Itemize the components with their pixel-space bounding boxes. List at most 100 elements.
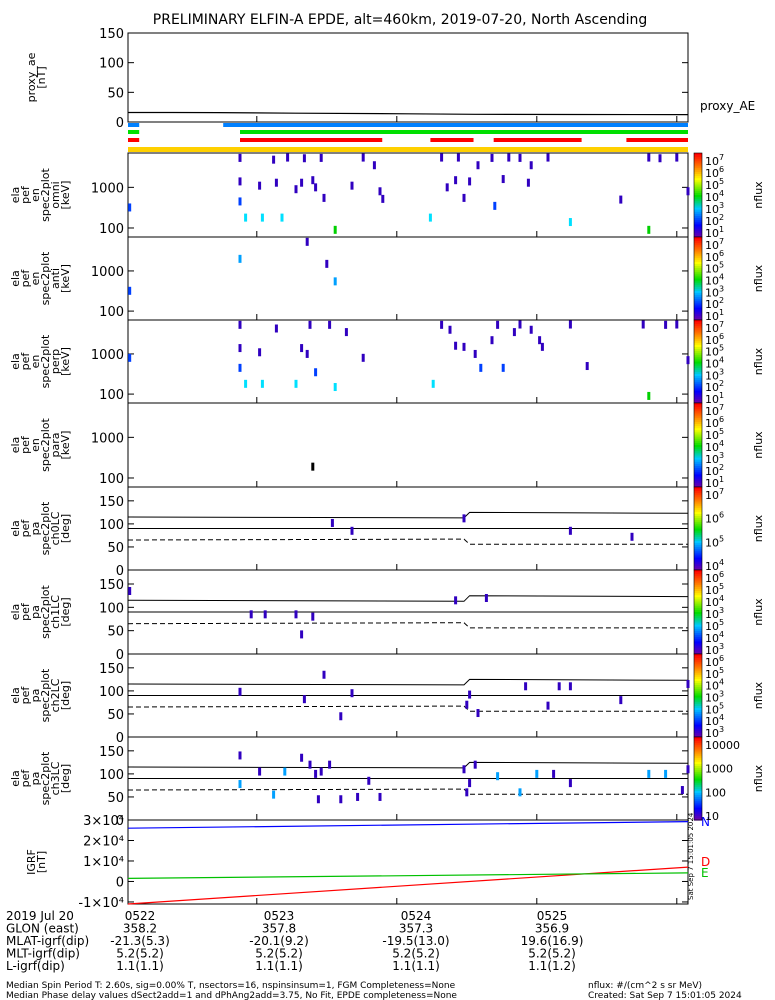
data-mark-pa_ch3-1	[238, 780, 242, 789]
data-mark-pa_ch1-5	[311, 612, 315, 621]
colorbar-cell-pa_ch0-38	[694, 565, 702, 569]
ylabel-en_para-3: spec2plot	[39, 418, 52, 472]
colorbar-cell-en_omni-25	[694, 205, 702, 209]
data-mark-en_omni-30	[468, 177, 472, 186]
colorbar-cell-en_perp-10	[694, 340, 702, 344]
colorbar-cell-en_omni-24	[694, 203, 702, 207]
data-mark-pa_ch3-5	[300, 753, 304, 762]
colorbar-cell-pa_ch1-18	[694, 607, 702, 611]
colorbar-cell-en_para-8	[694, 419, 702, 423]
ytick-label-proxy_ae-0: 0	[116, 116, 124, 131]
colorbar-cell-pa_ch0-21	[694, 530, 702, 534]
colorbar-cell-pa_ch0-33	[694, 555, 702, 559]
footer-value-1-2: 357.3	[399, 922, 433, 936]
colorbar-tick-exp-en_omni-0: 7	[719, 153, 724, 162]
data-mark-en_omni-14	[311, 176, 315, 185]
data-mark-en_omni-0	[128, 203, 132, 212]
ylabel-pa_ch2-5: [deg]	[59, 681, 72, 710]
ytick-label-pa_ch0-2: 100	[99, 518, 124, 533]
colorbar-cell-pa_ch1-25	[694, 622, 702, 626]
colorbar-cell-pa_ch2-29	[694, 714, 702, 717]
colorbar-cell-en_para-26	[694, 457, 702, 461]
lc-lower-pa_ch2	[127, 705, 688, 712]
colorbar-cell-en_para-35	[694, 476, 702, 480]
colorbar-cell-pa_ch1-29	[694, 630, 702, 634]
colorbar-cell-en_anti-13	[694, 263, 702, 267]
colorbar-cell-pa_ch1-23	[694, 618, 702, 621]
mag-label-N: N	[701, 815, 710, 829]
data-mark-en_omni-39	[546, 153, 550, 162]
colorbar-cell-pa_ch1-20	[694, 612, 702, 615]
colorbar-cell-en_anti-24	[694, 286, 702, 290]
ylabel-en_anti-5: [keV]	[59, 264, 72, 293]
data-mark-pa_ch0-1	[350, 526, 354, 535]
data-mark-en_perp-30	[538, 336, 542, 345]
data-mark-en_omni-15	[314, 183, 318, 192]
colorbar-cell-pa_ch1-14	[694, 599, 702, 603]
colorbar-cell-en_para-5	[694, 413, 702, 417]
colorbar-tick-exp-pa_ch0-3: 4	[719, 558, 724, 567]
colorbar-cell-pa_ch0-37	[694, 563, 702, 567]
data-mark-en_omni-41	[619, 195, 623, 204]
colorbar-cell-pa_ch3-22	[694, 782, 702, 786]
colorbar-cell-en_perp-24	[694, 369, 702, 373]
colorbar-cell-pa_ch3-0	[694, 737, 702, 740]
data-mark-pa_ch2-2	[322, 670, 326, 679]
colorbar-cell-en_para-38	[694, 482, 702, 486]
lc-upper-pa_ch3	[127, 761, 689, 769]
colorbar-cell-en_anti-3	[694, 243, 702, 246]
colorbar-cell-en_omni-29	[694, 213, 702, 217]
data-mark-en_perp-32	[568, 320, 572, 329]
colorbar-cell-pa_ch3-37	[694, 813, 702, 817]
colorbar-label-pa_ch1: nflux	[752, 598, 765, 626]
data-mark-pa_ch0-4	[630, 532, 634, 541]
ytick-label-proxy_ae-3: 150	[99, 27, 124, 42]
data-mark-en_perp-9	[300, 344, 304, 353]
ytick-label-en_para-1: 1000	[91, 431, 124, 446]
colorbar-tick-pa_ch0-1: 106	[705, 511, 724, 526]
colorbar-cell-en_perp-11	[694, 342, 702, 346]
data-mark-en_omni-9	[280, 213, 284, 222]
colorbar-cell-pa_ch3-2	[694, 741, 702, 744]
ytick-label-en_perp-1: 1000	[91, 348, 124, 363]
colorbar-cell-en_omni-16	[694, 186, 702, 190]
panels-group: 050100150proxy_ae[nT]proxy_AE1001000elap…	[9, 27, 765, 911]
colorbar-cell-en_anti-36	[694, 311, 702, 315]
data-mark-pa_ch2-11	[568, 682, 572, 691]
ytick-label-pa_ch2-1: 50	[107, 708, 124, 723]
colorbar-cell-en_para-1	[694, 405, 702, 408]
status-bar-2-4	[626, 138, 688, 142]
colorbar-cell-pa_ch1-21	[694, 614, 702, 617]
colorbar-cell-pa_ch0-20	[694, 528, 702, 532]
colorbar-cell-en_omni-13	[694, 180, 702, 183]
colorbar-cell-pa_ch3-16	[694, 770, 702, 773]
colorbar-cell-pa_ch3-13	[694, 763, 702, 767]
colorbar-tick-pa_ch0-2: 105	[705, 534, 724, 549]
colorbar-tick-pa_ch0-0: 107	[705, 487, 724, 502]
data-mark-en_omni-13	[302, 154, 306, 163]
ytick-label-en_anti-1: 1000	[91, 265, 124, 280]
colorbar-cell-pa_ch2-19	[694, 693, 702, 697]
data-mark-en_omni-26	[445, 183, 449, 192]
colorbar-cell-pa_ch2-4	[694, 662, 702, 665]
colorbar-cell-en_perp-20	[694, 361, 702, 365]
data-mark-pa_ch2-10	[557, 682, 561, 691]
colorbar-cell-en_perp-4	[694, 328, 702, 331]
panel-mag: -1×10⁴ 0 1×10⁴ 2×10⁴ 3×10⁴ IGRF[nT] N DE	[25, 814, 710, 911]
colorbar-cell-pa_ch3-30	[694, 799, 702, 802]
data-mark-pa_ch2-7	[476, 709, 480, 718]
data-mark-pa_ch2-5	[468, 690, 472, 699]
colorbar-cell-en_perp-25	[694, 371, 702, 375]
colorbar-cell-en_anti-18	[694, 274, 702, 278]
data-mark-en_perp-1	[238, 320, 242, 329]
colorbar-cell-en_omni-39	[694, 234, 702, 238]
colorbar-tick-exp-en_omni-2: 5	[719, 177, 724, 186]
data-mark-pa_ch3-6	[308, 760, 312, 769]
ylabel-pa_ch2-3: spec2plot	[39, 668, 52, 722]
footer-value-0-1: 0523	[264, 909, 295, 923]
colorbar-cell-en_anti-37	[694, 313, 702, 317]
ylabel-pa_ch0-3: spec2plot	[39, 501, 52, 555]
colorbar-cell-pa_ch1-37	[694, 647, 702, 651]
colorbar-cell-pa_ch1-27	[694, 626, 702, 630]
ytick-label-pa_ch2-2: 100	[99, 685, 124, 700]
